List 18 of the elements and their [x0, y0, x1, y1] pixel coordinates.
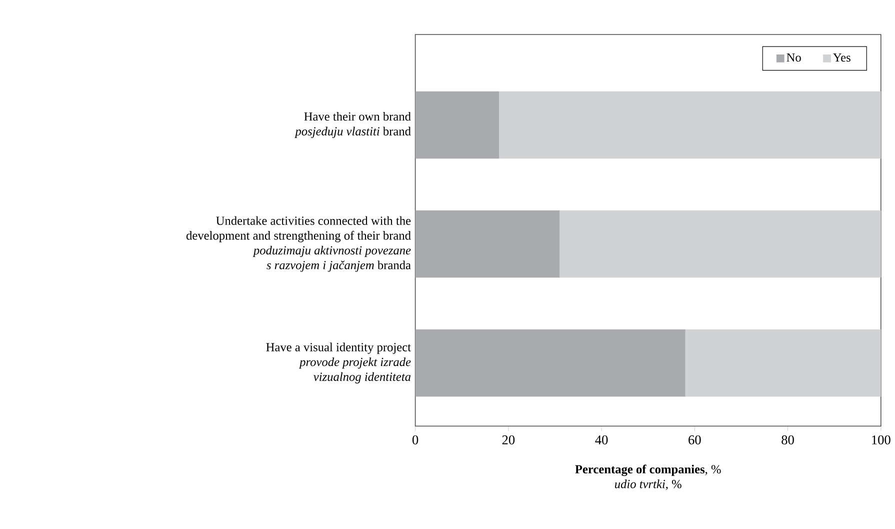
x-tick-label: 60: [688, 436, 701, 444]
text: Percentage of companies, % udio tvrtki, %: [575, 464, 721, 490]
bar: [685, 330, 881, 397]
x-tick-label: 0: [412, 436, 418, 444]
bar: [560, 210, 881, 278]
bar: [415, 91, 500, 159]
y-tick-label: Have a visual identity project provode projekt izrade vizualnog identiteta: [266, 342, 411, 384]
x-tick-label: 40: [595, 436, 608, 444]
legend-label: Yes: [833, 54, 850, 62]
bar: [415, 210, 560, 278]
x-tick-label: 100: [872, 436, 890, 444]
bar: [415, 330, 686, 397]
x-tick-label: 80: [782, 436, 794, 444]
bar: [499, 91, 881, 159]
x-tick-label: 20: [502, 436, 515, 444]
y-tick-label: Have their own brand posjeduju vlastiti brand: [294, 112, 411, 138]
legend-label: No: [786, 54, 801, 62]
y-tick-label: Undertake activities connected with the development and strengthening of their brand poduzimaju aktivnosti povezane s razvojem i jačanjem branda: [186, 216, 411, 272]
